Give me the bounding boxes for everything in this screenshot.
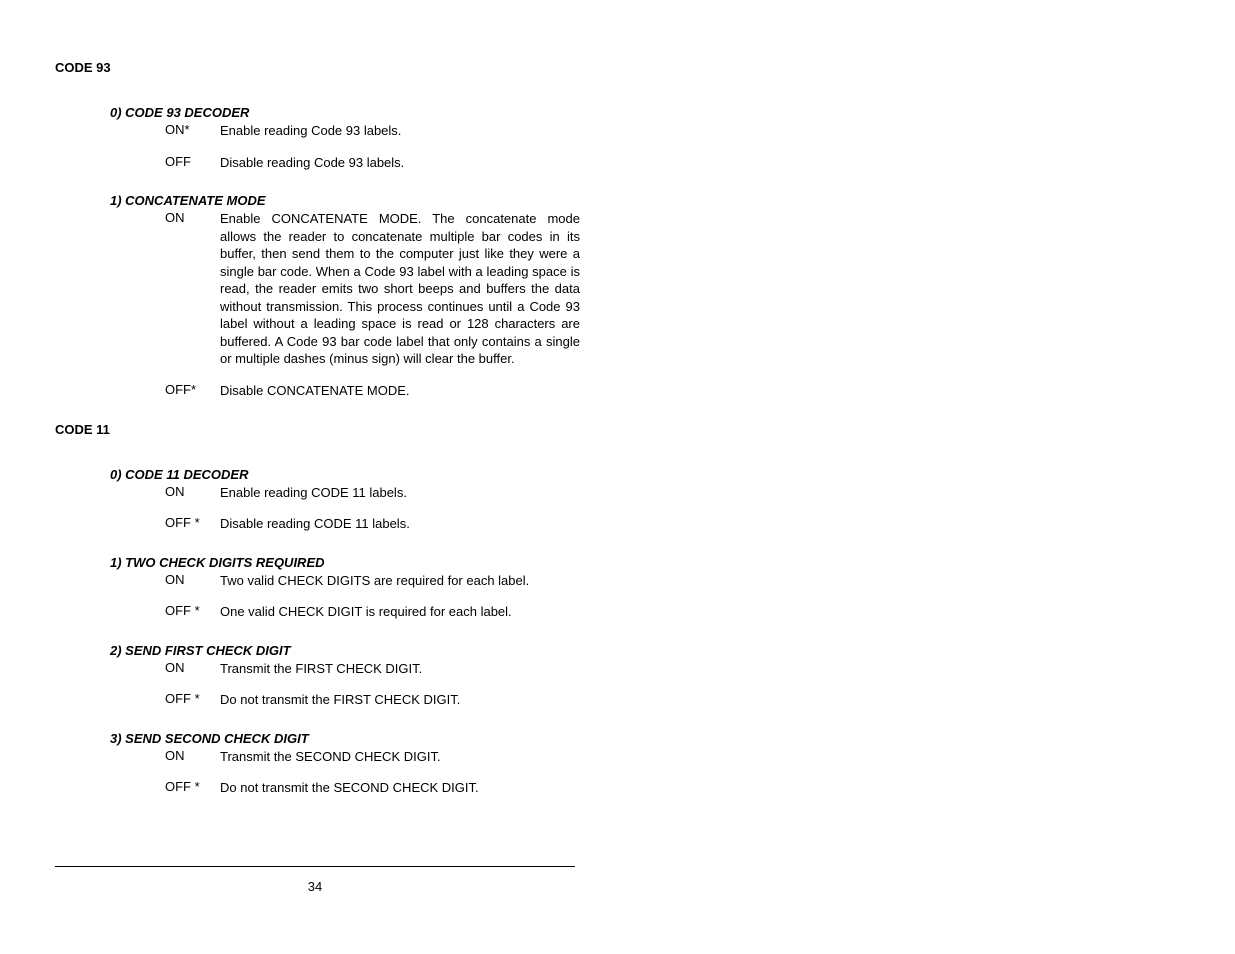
option-label: OFF: [165, 154, 220, 172]
option-row: ON Transmit the FIRST CHECK DIGIT.: [165, 660, 1185, 678]
option-desc: Enable reading Code 93 labels.: [220, 122, 580, 140]
page-footer: 34: [55, 866, 1185, 894]
subsection-title: 0) CODE 11 DECODER: [110, 467, 1185, 482]
option-row: ON Two valid CHECK DIGITS are required f…: [165, 572, 1185, 590]
option-label: ON: [165, 660, 220, 678]
option-row: OFF * Do not transmit the FIRST CHECK DI…: [165, 691, 1185, 709]
option-label: OFF*: [165, 382, 220, 400]
subsection-title: 1) TWO CHECK DIGITS REQUIRED: [110, 555, 1185, 570]
option-desc: Disable reading Code 93 labels.: [220, 154, 580, 172]
subsection-send-first-check-digit: 2) SEND FIRST CHECK DIGIT ON Transmit th…: [110, 643, 1185, 709]
option-label: ON: [165, 572, 220, 590]
option-desc: Enable reading CODE 11 labels.: [220, 484, 580, 502]
option-desc: Transmit the SECOND CHECK DIGIT.: [220, 748, 580, 766]
option-desc: Two valid CHECK DIGITS are required for …: [220, 572, 580, 590]
option-label: OFF *: [165, 603, 220, 621]
option-label: ON: [165, 210, 220, 368]
option-desc: Disable reading CODE 11 labels.: [220, 515, 580, 533]
option-row: OFF * Do not transmit the SECOND CHECK D…: [165, 779, 1185, 797]
option-row: OFF * Disable reading CODE 11 labels.: [165, 515, 1185, 533]
option-desc: One valid CHECK DIGIT is required for ea…: [220, 603, 580, 621]
option-desc: Transmit the FIRST CHECK DIGIT.: [220, 660, 580, 678]
option-label: OFF *: [165, 779, 220, 797]
option-desc: Do not transmit the SECOND CHECK DIGIT.: [220, 779, 580, 797]
option-label: ON: [165, 748, 220, 766]
subsection-title: 1) CONCATENATE MODE: [110, 193, 1185, 208]
option-desc: Disable CONCATENATE MODE.: [220, 382, 580, 400]
option-label: ON: [165, 484, 220, 502]
option-row: OFF * One valid CHECK DIGIT is required …: [165, 603, 1185, 621]
option-row: ON* Enable reading Code 93 labels.: [165, 122, 1185, 140]
subsection-title: 2) SEND FIRST CHECK DIGIT: [110, 643, 1185, 658]
option-desc: Do not transmit the FIRST CHECK DIGIT.: [220, 691, 580, 709]
subsection-title: 3) SEND SECOND CHECK DIGIT: [110, 731, 1185, 746]
option-row: OFF* Disable CONCATENATE MODE.: [165, 382, 1185, 400]
subsection-code11-decoder: 0) CODE 11 DECODER ON Enable reading COD…: [110, 467, 1185, 533]
option-row: ON Enable CONCATENATE MODE. The concaten…: [165, 210, 1185, 368]
footer-divider: [55, 866, 575, 867]
section-header-code11: CODE 11: [55, 422, 1185, 437]
subsection-title: 0) CODE 93 DECODER: [110, 105, 1185, 120]
option-row: ON Transmit the SECOND CHECK DIGIT.: [165, 748, 1185, 766]
page-number: 34: [55, 879, 575, 894]
option-label: OFF *: [165, 515, 220, 533]
subsection-two-check-digits: 1) TWO CHECK DIGITS REQUIRED ON Two vali…: [110, 555, 1185, 621]
option-desc: Enable CONCATENATE MODE. The concatenate…: [220, 210, 580, 368]
subsection-concatenate-mode: 1) CONCATENATE MODE ON Enable CONCATENAT…: [110, 193, 1185, 399]
option-row: OFF Disable reading Code 93 labels.: [165, 154, 1185, 172]
section-header-code93: CODE 93: [55, 60, 1185, 75]
option-label: ON*: [165, 122, 220, 140]
subsection-code93-decoder: 0) CODE 93 DECODER ON* Enable reading Co…: [110, 105, 1185, 171]
subsection-send-second-check-digit: 3) SEND SECOND CHECK DIGIT ON Transmit t…: [110, 731, 1185, 797]
option-row: ON Enable reading CODE 11 labels.: [165, 484, 1185, 502]
option-label: OFF *: [165, 691, 220, 709]
